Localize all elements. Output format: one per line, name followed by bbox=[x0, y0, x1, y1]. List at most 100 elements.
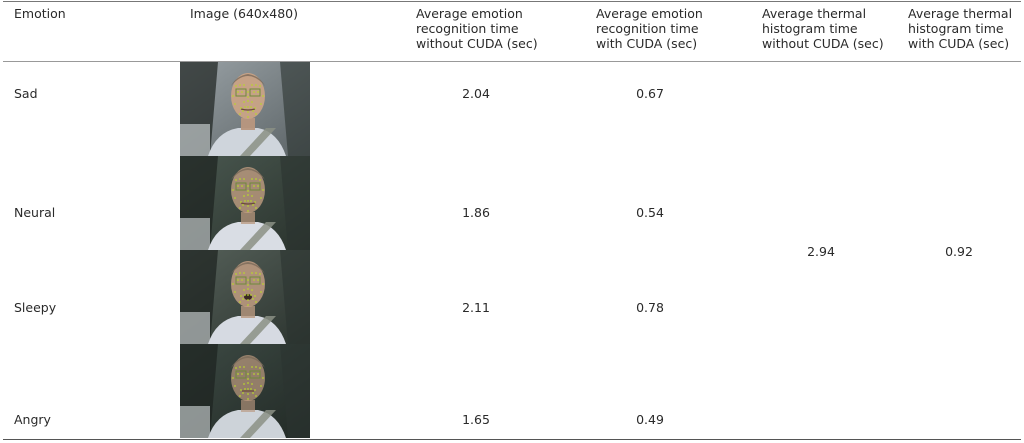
face-landmark bbox=[247, 398, 249, 400]
face-landmark bbox=[247, 205, 249, 207]
face-landmark bbox=[247, 106, 249, 108]
face-landmark bbox=[247, 190, 249, 192]
glasses-left bbox=[235, 88, 247, 97]
face-landmark bbox=[239, 84, 241, 86]
face-landmark bbox=[255, 178, 257, 180]
face-landmark bbox=[260, 291, 262, 293]
face-landmark bbox=[234, 103, 236, 105]
face-landmark bbox=[244, 294, 246, 296]
face-landmark bbox=[240, 107, 242, 109]
face-landmark bbox=[251, 101, 253, 103]
value-sleepy-without-cuda: 2.11 bbox=[462, 300, 490, 315]
value-thermal-without-cuda: 2.94 bbox=[807, 244, 835, 259]
face-landmark bbox=[239, 207, 241, 209]
face-landmark bbox=[247, 116, 249, 118]
face-landmark bbox=[243, 195, 245, 197]
face-landmark bbox=[244, 106, 246, 108]
face-landmark bbox=[242, 392, 244, 394]
face-landmark bbox=[239, 395, 241, 397]
face-landmark bbox=[252, 392, 254, 394]
value-neural-without-cuda: 1.86 bbox=[462, 205, 490, 220]
driver-neck bbox=[241, 118, 255, 130]
face-landmark bbox=[241, 279, 243, 281]
face-landmark bbox=[232, 377, 234, 379]
face-landmark bbox=[240, 389, 242, 391]
face-landmark bbox=[247, 210, 249, 212]
header-recognition-with-cuda: Average emotion recognition time with CU… bbox=[596, 6, 703, 51]
header-line: recognition time bbox=[596, 21, 699, 36]
face-landmark bbox=[247, 284, 249, 286]
driver-hair bbox=[231, 74, 265, 86]
face-landmark bbox=[260, 197, 262, 199]
value-angry-without-cuda: 1.65 bbox=[462, 412, 490, 427]
face-landmark bbox=[235, 273, 237, 275]
window-light bbox=[180, 218, 210, 250]
seatbelt bbox=[240, 410, 276, 438]
face-landmark bbox=[242, 110, 244, 112]
glasses-left bbox=[235, 370, 247, 379]
face-landmark bbox=[257, 373, 259, 375]
table-top-rule bbox=[3, 1, 1021, 2]
face-landmark bbox=[252, 110, 254, 112]
car-door bbox=[280, 250, 310, 344]
driver-image-sleepy bbox=[180, 250, 310, 344]
face-landmark bbox=[260, 385, 262, 387]
face-landmark bbox=[254, 201, 256, 203]
face-landmark bbox=[232, 95, 234, 97]
driver-photo-drawing bbox=[180, 344, 310, 438]
face-landmark bbox=[237, 91, 239, 93]
face-landmark bbox=[247, 299, 249, 301]
face-landmark bbox=[232, 189, 234, 191]
face-landmark bbox=[253, 91, 255, 93]
glasses-left bbox=[235, 276, 247, 285]
table-bottom-rule bbox=[3, 439, 1021, 440]
face-landmark bbox=[243, 101, 245, 103]
header-line: without CUDA (sec) bbox=[762, 36, 884, 51]
face-landmark bbox=[239, 272, 241, 274]
value-angry-with-cuda: 0.49 bbox=[636, 412, 664, 427]
face-landmark bbox=[262, 95, 264, 97]
face-landmark bbox=[254, 389, 256, 391]
header-line: Average thermal bbox=[908, 6, 1013, 21]
face-landmark bbox=[251, 383, 253, 385]
face-landmark bbox=[247, 388, 249, 390]
header-line: Average thermal bbox=[762, 6, 867, 21]
header-line: with CUDA (sec) bbox=[908, 36, 1010, 51]
face-landmark bbox=[247, 100, 249, 102]
face-landmark bbox=[242, 204, 244, 206]
face-landmark bbox=[260, 103, 262, 105]
driver-photo-drawing bbox=[180, 250, 310, 344]
face-landmark bbox=[257, 91, 259, 93]
face-landmark bbox=[247, 294, 249, 296]
face-landmark bbox=[259, 273, 261, 275]
row-label-sleepy: Sleepy bbox=[14, 300, 57, 315]
driver-mouth bbox=[240, 108, 256, 111]
face-landmark bbox=[250, 200, 252, 202]
row-label-neural: Neural bbox=[14, 205, 56, 220]
driver-mouth bbox=[240, 202, 256, 205]
face-landmark bbox=[237, 185, 239, 187]
value-sad-without-cuda: 2.04 bbox=[462, 86, 490, 101]
face-landmark bbox=[235, 85, 237, 87]
face-landmark bbox=[241, 185, 243, 187]
face-landmark bbox=[255, 84, 257, 86]
face-landmark bbox=[262, 377, 264, 379]
face-landmark bbox=[244, 388, 246, 390]
car-door bbox=[280, 62, 310, 156]
car-door bbox=[280, 344, 310, 438]
driver-neck bbox=[241, 400, 255, 412]
window-light bbox=[180, 312, 210, 344]
face-landmark bbox=[243, 366, 245, 368]
face-landmark bbox=[242, 298, 244, 300]
face-landmark bbox=[255, 395, 257, 397]
header-line: histogram time bbox=[762, 21, 858, 36]
window-light bbox=[180, 124, 210, 156]
header-image: Image (640x480) bbox=[190, 6, 298, 21]
face-landmark bbox=[255, 366, 257, 368]
face-landmark bbox=[255, 301, 257, 303]
face-landmark bbox=[247, 304, 249, 306]
face-landmark bbox=[251, 195, 253, 197]
face-landmark bbox=[239, 366, 241, 368]
face-landmark bbox=[235, 179, 237, 181]
face-landmark bbox=[252, 204, 254, 206]
